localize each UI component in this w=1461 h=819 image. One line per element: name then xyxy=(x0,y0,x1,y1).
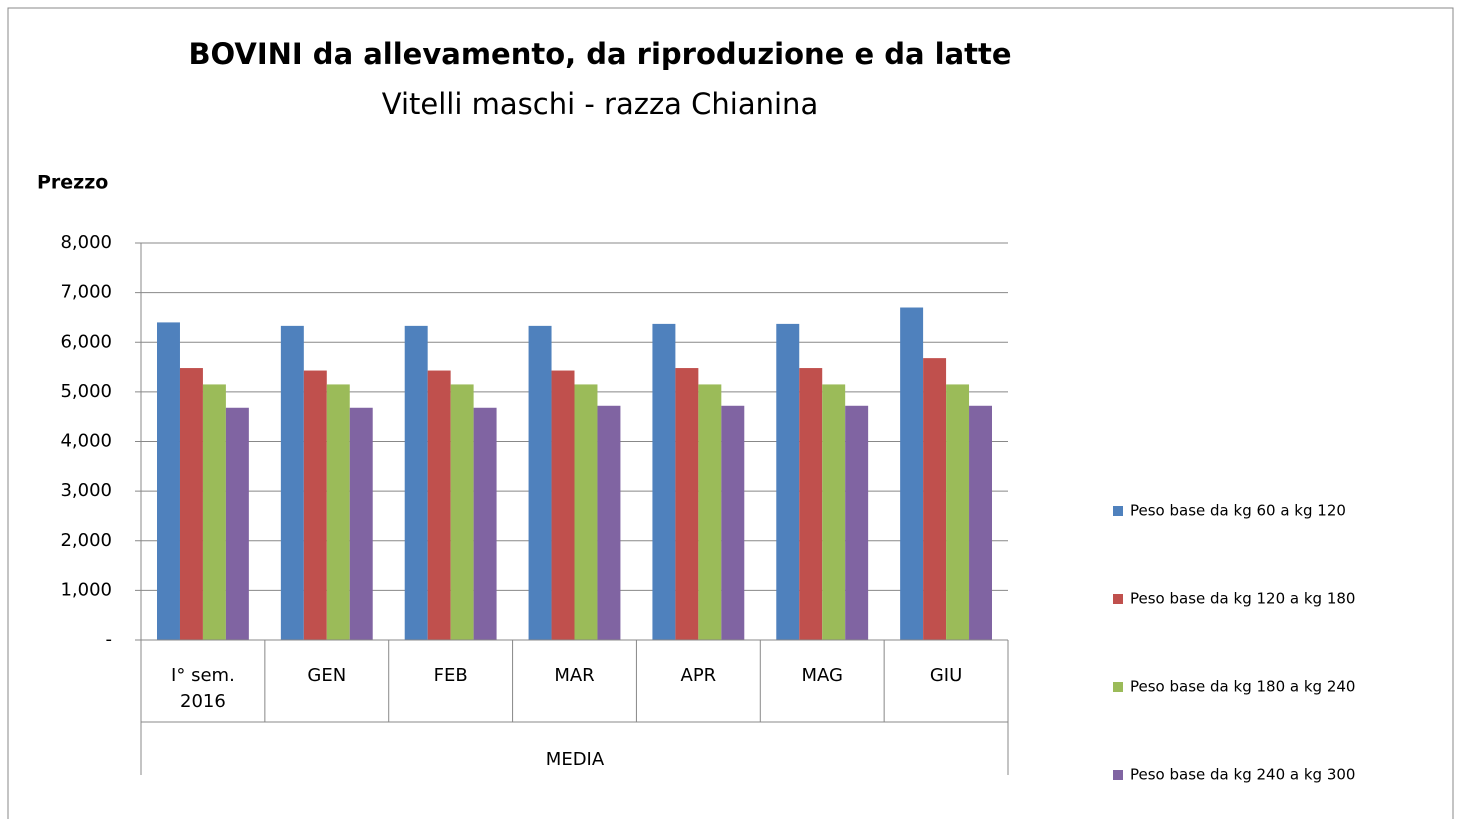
bar xyxy=(900,307,924,640)
bar xyxy=(597,405,621,640)
bar xyxy=(776,323,800,640)
y-axis-label: Prezzo xyxy=(37,172,108,194)
y-tick-label: 5,000 xyxy=(60,381,112,402)
y-tick-label: - xyxy=(106,629,113,650)
bar xyxy=(946,384,970,640)
bar xyxy=(202,384,226,640)
x-tick-label: GEN xyxy=(307,665,347,686)
x-tick-label: APR xyxy=(680,665,717,686)
bar xyxy=(303,370,327,640)
y-tick-label: 1,000 xyxy=(60,579,112,600)
bar xyxy=(822,384,846,640)
bar xyxy=(652,323,676,640)
legend-label: Peso base da kg 240 a kg 300 xyxy=(1130,766,1355,784)
bar xyxy=(551,370,575,640)
legend-swatch xyxy=(1113,594,1123,604)
x-tick-label: MAR xyxy=(554,665,595,686)
bar xyxy=(799,368,823,640)
bar xyxy=(675,368,699,640)
legend-swatch xyxy=(1113,770,1123,780)
legend-label: Peso base da kg 180 a kg 240 xyxy=(1130,678,1355,696)
bar xyxy=(157,322,180,640)
bar xyxy=(326,384,350,640)
x-tick-label: I° sem. 2016 xyxy=(171,665,235,712)
category-group-label: MEDIA xyxy=(546,749,605,770)
bar xyxy=(179,368,203,640)
chart-subtitle: Vitelli maschi - razza Chianina xyxy=(382,87,818,121)
y-tick-label: 4,000 xyxy=(60,431,112,452)
legend-label: Peso base da kg 120 a kg 180 xyxy=(1130,590,1355,608)
y-tick-label: 2,000 xyxy=(60,530,112,551)
bar xyxy=(404,325,428,640)
legend-swatch xyxy=(1113,506,1123,516)
bar xyxy=(349,407,373,640)
bar xyxy=(450,384,474,640)
chart-border xyxy=(7,7,1454,819)
chart-title: BOVINI da allevamento, da riproduzione e… xyxy=(188,37,1011,71)
bar xyxy=(845,405,869,640)
y-tick-label: 7,000 xyxy=(60,282,112,303)
x-tick-label: MAG xyxy=(801,665,843,686)
bar xyxy=(528,325,552,640)
x-tick-label: GIU xyxy=(929,665,963,686)
legend-label: Peso base da kg 60 a kg 120 xyxy=(1130,502,1346,520)
bar xyxy=(923,358,947,640)
y-tick-label: 6,000 xyxy=(60,331,112,352)
y-tick-label: 3,000 xyxy=(60,480,112,501)
legend-swatch xyxy=(1113,682,1123,692)
x-tick-label: FEB xyxy=(433,665,468,686)
bar xyxy=(698,384,722,640)
bar xyxy=(473,407,497,640)
bar xyxy=(969,405,992,640)
y-tick-label: 8,000 xyxy=(60,232,112,253)
bar xyxy=(225,407,249,640)
bar xyxy=(427,370,451,640)
bar xyxy=(721,405,745,640)
bar xyxy=(574,384,598,640)
bar xyxy=(280,325,304,640)
